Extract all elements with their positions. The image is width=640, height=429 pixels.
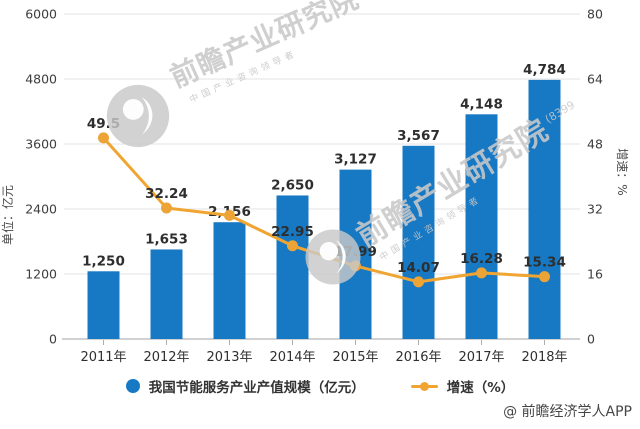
line-value-label: 22.95 (271, 224, 314, 240)
line-point-2012年 (161, 202, 172, 214)
line-value-label: 17.99 (334, 244, 377, 260)
left-axis-tick-label: 2400 (25, 202, 57, 217)
x-axis-label: 2013年 (206, 350, 252, 365)
x-axis-label: 2014年 (269, 350, 315, 365)
right-axis-tick-label: 16 (587, 267, 603, 282)
legend-dot-icon (419, 381, 429, 391)
line-value-label: 32.24 (145, 186, 188, 202)
legend: 我国节能服务产业产值规模（亿元） 增速（%） (0, 376, 640, 396)
left-axis-tick-label: 6000 (25, 7, 57, 22)
bar-value-label: 1,653 (145, 231, 188, 247)
legend-item-growth-rate: 增速（%） (410, 376, 515, 396)
bar-value-label: 4,148 (460, 96, 503, 112)
line-value-label: 49.5 (87, 116, 120, 132)
line-point-2016年 (413, 276, 424, 288)
legend-label: 我国节能服务产业产值规模（亿元） (148, 380, 365, 396)
x-axis-label: 2015年 (332, 350, 378, 365)
left-axis-title: 单位：亿元 (0, 185, 15, 245)
left-axis-tick-label: 3600 (25, 137, 57, 152)
right-axis-tick-label: 48 (587, 137, 603, 152)
legend-label: 增速（%） (446, 380, 515, 396)
left-axis-tick-label: 4800 (25, 72, 57, 87)
right-axis-tick-label: 80 (587, 7, 603, 22)
x-axis-label: 2016年 (395, 350, 441, 365)
line-point-2017年 (476, 267, 487, 279)
left-axis-tick-label: 1200 (25, 267, 57, 282)
bar-2018年 (528, 79, 561, 339)
line-point-2011年 (98, 132, 109, 144)
bar-2014年 (276, 195, 309, 339)
right-axis-tick-label: 64 (587, 72, 603, 87)
x-axis-label: 2018年 (521, 350, 567, 365)
line-value-label: 15.34 (523, 255, 566, 271)
legend-bar-marker-icon (125, 379, 140, 393)
attribution: @ 前瞻经济学人APP (503, 404, 632, 420)
line-point-2018年 (539, 271, 550, 283)
left-axis-tick-label: 0 (49, 332, 57, 347)
bar-value-label: 2,650 (271, 177, 314, 193)
bar-2011年 (87, 271, 120, 339)
bar-value-label: 3,127 (334, 152, 377, 168)
right-axis-title: 增速：% (615, 148, 629, 195)
bar-value-label: 4,784 (523, 62, 566, 78)
line-value-label: 14.07 (397, 260, 440, 276)
bar-2016年 (402, 145, 435, 339)
bar-value-label: 3,567 (397, 128, 440, 144)
bar-value-label: 1,250 (82, 253, 125, 269)
x-axis-label: 2012年 (143, 350, 189, 365)
bar-2012年 (150, 249, 183, 339)
right-axis-tick-label: 32 (587, 202, 603, 217)
legend-item-output-value: 我国节能服务产业产值规模（亿元） (125, 376, 365, 396)
line-value-label: 16.28 (460, 251, 503, 267)
x-axis-label: 2011年 (80, 350, 126, 365)
x-axis-label: 2017年 (458, 350, 504, 365)
right-axis-tick-label: 0 (587, 332, 595, 347)
line-point-2013年 (224, 209, 235, 221)
bar-2017年 (465, 114, 498, 339)
legend-line-marker-icon (410, 381, 438, 391)
line-point-2014年 (287, 240, 298, 252)
line-point-2015年 (350, 260, 361, 272)
bar-2013年 (213, 222, 246, 339)
